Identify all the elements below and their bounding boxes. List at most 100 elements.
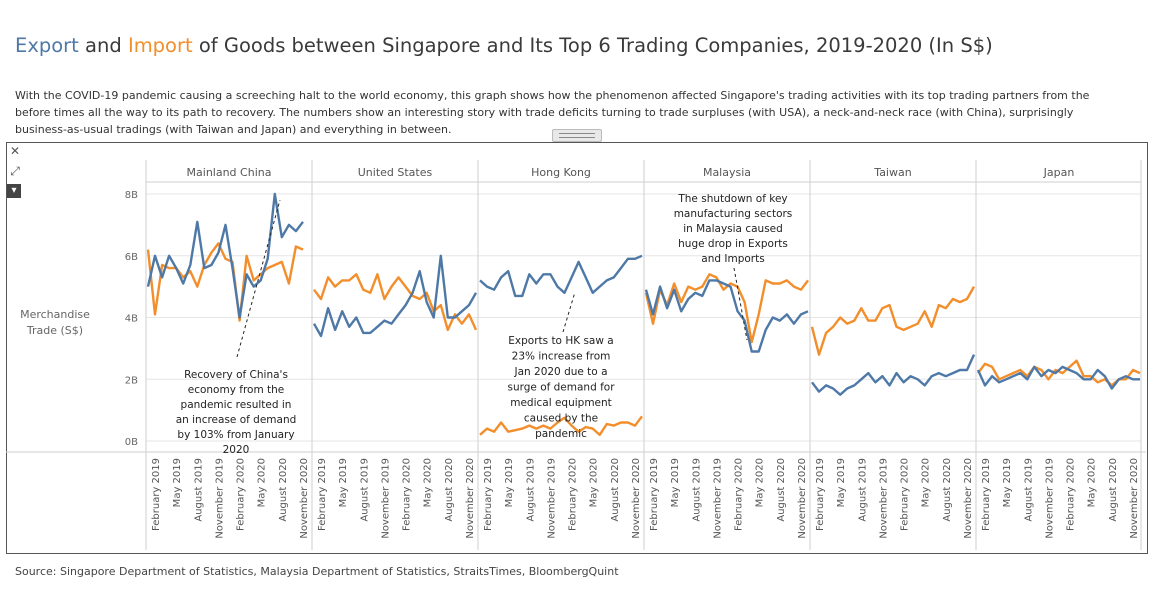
x-tick-label: November 2019: [546, 458, 557, 539]
x-tick-label: February 2020: [236, 458, 247, 531]
import-line-hong-kong: [479, 415, 643, 436]
panel-header: Malaysia: [703, 166, 751, 179]
y-tick-label: 0B: [125, 437, 138, 448]
x-tick-label: August 2019: [1023, 458, 1034, 522]
title-import-word: Import: [127, 34, 193, 57]
annotation-line: an increase of demand: [176, 414, 297, 426]
x-tick-label: November 2020: [465, 458, 476, 539]
x-tick-label: August 2020: [1108, 458, 1119, 522]
annotation-line: and Imports: [701, 253, 764, 265]
x-tick-label: May 2020: [257, 458, 268, 507]
y-tick-label: 4B: [125, 314, 138, 325]
x-tick-label: November 2019: [1044, 458, 1055, 539]
annotation-line: huge drop in Exports: [678, 238, 788, 250]
panel-header: Mainland China: [187, 166, 272, 179]
y-tick-label: 8B: [125, 190, 138, 201]
y-axis-label-line: Trade (S$): [26, 324, 83, 337]
x-tick-label: November 2020: [797, 458, 808, 539]
x-tick-label: November 2020: [1129, 458, 1140, 539]
x-tick-label: November 2020: [963, 458, 974, 539]
annotation-text: The shutdown of key manufacturing sectors…: [674, 193, 793, 265]
x-tick-label: February 2020: [1066, 458, 1077, 531]
annotation-line: medical equipment: [510, 397, 612, 409]
x-tick-label: August 2019: [525, 458, 536, 522]
resize-grip[interactable]: [552, 129, 602, 142]
import-line-united-states: [313, 273, 478, 332]
menu-dropdown-icon[interactable]: ▾: [7, 184, 21, 198]
y-axis-label: Merchandise Trade (S$): [20, 308, 90, 337]
annotation-text: Recovery of China's economy from the pande…: [176, 369, 297, 456]
x-tick-label: May 2019: [670, 458, 681, 507]
panel-header: Hong Kong: [531, 166, 591, 179]
x-tick-label: November 2020: [631, 458, 642, 539]
annotation-line: The shutdown of key: [677, 193, 787, 205]
y-axis-label-line: Merchandise: [20, 308, 90, 321]
x-tick-label: May 2020: [755, 458, 766, 507]
close-icon[interactable]: ✕: [9, 144, 21, 158]
annotation-text: Exports to HK saw a 23% increase from Jan …: [507, 335, 615, 440]
x-tick-label: August 2020: [278, 458, 289, 522]
export-line-united-states: [312, 254, 478, 338]
annotation-line: manufacturing sectors: [674, 208, 793, 220]
title-rest: of Goods between Singapore and Its Top 6…: [192, 34, 993, 57]
x-tick-label: May 2019: [836, 458, 847, 507]
x-tick-label: May 2019: [172, 458, 183, 507]
panel-header: United States: [358, 166, 433, 179]
y-tick-label: 2B: [125, 375, 138, 386]
annotation-line: Jan 2020 due to a: [513, 366, 607, 378]
chart-title: Export and Import of Goods between Singa…: [15, 34, 993, 57]
import-line-mainland-china: [146, 242, 304, 322]
annotation-line: in Malaysia caused: [683, 223, 783, 235]
viz-frame: [6, 142, 1148, 554]
x-tick-label: August 2020: [942, 458, 953, 522]
export-line-taiwan: [811, 354, 976, 396]
title-export-word: Export: [15, 34, 79, 57]
expand-icon[interactable]: ⤢: [10, 164, 20, 178]
annotation-line: Recovery of China's: [184, 369, 288, 381]
x-tick-label: May 2019: [1002, 458, 1013, 507]
chart-description: With the COVID-19 pandemic causing a scr…: [15, 89, 1090, 136]
annotation-line: economy from the: [188, 384, 285, 396]
annotation-line: by 103% from January: [177, 429, 294, 441]
x-tick-label: May 2020: [589, 458, 600, 507]
annotation-line: pandemic: [535, 428, 587, 440]
x-tick-label: February 2019: [815, 458, 826, 531]
x-tick-label: February 2019: [483, 458, 494, 531]
x-tick-label: February 2020: [568, 458, 579, 531]
x-tick-label: February 2019: [151, 458, 162, 531]
export-line-hong-kong: [479, 254, 643, 298]
export-line-malaysia: [644, 279, 809, 353]
annotation-line: pandemic resulted in: [181, 399, 292, 411]
x-tick-label: August 2020: [776, 458, 787, 522]
x-tick-label: May 2019: [338, 458, 349, 507]
x-tick-label: August 2020: [444, 458, 455, 522]
x-tick-label: August 2019: [691, 458, 702, 522]
x-tick-label: May 2019: [504, 458, 515, 507]
x-tick-label: November 2020: [299, 458, 310, 539]
x-tick-label: February 2019: [981, 458, 992, 531]
import-line-taiwan: [810, 286, 976, 356]
x-tick-label: February 2020: [900, 458, 911, 531]
x-tick-label: February 2020: [402, 458, 413, 531]
x-tick-label: May 2020: [423, 458, 434, 507]
annotation-line: Exports to HK saw a: [508, 335, 613, 347]
import-line-malaysia: [644, 273, 809, 344]
x-tick-label: November 2019: [214, 458, 225, 539]
x-tick-label: August 2020: [610, 458, 621, 522]
y-tick-label: 6B: [125, 252, 138, 263]
annotation-leader: [562, 291, 576, 333]
export-line-japan: [976, 365, 1140, 390]
x-tick-label: August 2019: [857, 458, 868, 522]
panel-header: Japan: [1043, 166, 1075, 179]
x-tick-label: February 2019: [317, 458, 328, 531]
x-tick-label: May 2020: [1087, 458, 1098, 507]
x-tick-label: February 2019: [649, 458, 660, 531]
title-and-word: and: [78, 34, 128, 57]
annotation-line: caused by the: [524, 413, 598, 425]
x-tick-label: November 2019: [380, 458, 391, 539]
x-tick-label: November 2019: [878, 458, 889, 539]
annotation-line: 23% increase from: [512, 351, 611, 363]
x-tick-label: February 2020: [734, 458, 745, 531]
panel-header: Taiwan: [873, 166, 911, 179]
